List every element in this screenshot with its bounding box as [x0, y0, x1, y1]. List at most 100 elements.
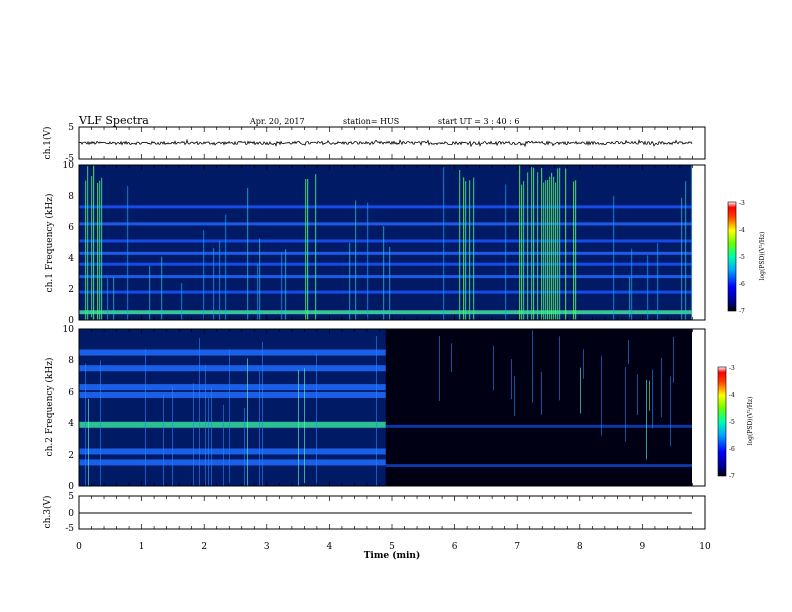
ch1-burst: [547, 179, 549, 320]
ch2-burst: [208, 397, 209, 486]
ch2-burst: [514, 375, 515, 416]
ch2-burst: [298, 370, 299, 486]
ch2-cb-tick-neg4: -4: [729, 392, 735, 399]
ch1-burst: [383, 226, 385, 320]
ch1-burst: [257, 263, 259, 320]
ch2-burst: [163, 394, 164, 486]
ch2-burst: [88, 398, 89, 486]
ch1-burst: [443, 167, 445, 320]
ch2-ytick-2: 2: [68, 451, 74, 461]
ch1-burst: [93, 165, 95, 320]
ch1-burst: [203, 230, 205, 320]
ch1-burst: [315, 174, 317, 320]
ch1-burst: [553, 176, 555, 320]
ch1-burst: [691, 165, 693, 320]
ch2-burst: [229, 349, 230, 486]
ch1-cb-tick-neg5: -5: [739, 254, 745, 261]
ch1-ytick-4: 4: [68, 254, 74, 264]
ch1-burst: [259, 238, 261, 320]
ch2-burst: [673, 336, 674, 383]
ch1-burst: [465, 180, 467, 320]
ch1-spectrogram-background: [79, 165, 692, 320]
ch2-burst: [511, 359, 512, 400]
ch2-burst: [541, 372, 542, 415]
ch1-cb-tick-neg4: -4: [739, 227, 745, 234]
ch1-burst: [559, 167, 561, 320]
ch1-ytick-0: 0: [68, 316, 74, 326]
ch3-ytick-neg5: -5: [65, 524, 74, 534]
ch1-burst: [305, 178, 307, 320]
ch1-burst: [543, 182, 545, 320]
ch1-burst: [281, 252, 283, 320]
ch1-burst: [99, 180, 101, 320]
ch1-burst: [113, 277, 115, 320]
ch1-burst: [285, 249, 287, 320]
ch2-burst: [316, 352, 317, 486]
ch2-burst: [601, 355, 602, 436]
figure-title: VLF Spectra: [78, 114, 149, 127]
ch1-band-2: [79, 275, 692, 279]
ch2-colorbar-label: log(PSD)(V²/Hz): [747, 397, 754, 446]
ch1-spectrogram-panel: 10 8 6 4 2 0 ch.1 Frequency (kHz): [44, 161, 706, 326]
ch2-ytick-10: 10: [63, 325, 75, 335]
ch1-burst: [161, 256, 163, 320]
ch1-burst: [657, 243, 659, 320]
ch2-burst: [262, 341, 263, 486]
ch2-cb-tick-neg7: -7: [729, 473, 735, 480]
ch1-burst: [631, 248, 633, 320]
ch2-spectrogram-image: [79, 329, 692, 486]
ch1-burst: [107, 278, 109, 320]
ch2-burst: [652, 369, 653, 429]
ch1-burst: [225, 214, 227, 320]
ch1-ytick-bottom: -5: [65, 154, 74, 164]
ch1-burst: [505, 184, 507, 320]
xtick-label-6: 6: [452, 542, 458, 552]
ch1-burst: [91, 175, 93, 320]
ch2-burst: [205, 364, 206, 486]
ch1-band-5: [79, 239, 692, 243]
ch2-cb-tick-neg3: -3: [729, 365, 735, 372]
ch1-burst: [97, 182, 99, 320]
ch2-burst: [244, 407, 245, 486]
station-label: station= HUS: [343, 117, 399, 126]
ch2-burst: [625, 366, 626, 442]
ch2-burst: [580, 367, 581, 414]
xtick-label-1: 1: [139, 542, 145, 552]
ch1-burst: [523, 181, 525, 320]
ch1-burst: [551, 172, 553, 320]
ch2-spectrogram-panel: 10 8 6 4 2 0 ch.2 Frequency (kHz): [44, 325, 706, 492]
ch1-band-6: [79, 222, 692, 226]
ch1-band-1: [79, 290, 692, 294]
ch1-ytick-8: 8: [68, 192, 74, 202]
ch2-quiet-region: [385, 329, 692, 486]
ch3-ytick-0: 0: [68, 509, 74, 519]
ch1-spectrogram-ylabel: ch.1 Frequency (kHz): [44, 194, 55, 293]
ch1-burst: [181, 283, 183, 320]
ch1-burst: [519, 165, 521, 320]
xtick-label-2: 2: [201, 542, 207, 552]
ch1-burst: [541, 167, 543, 320]
ch2-cb-tick-neg5: -5: [729, 419, 735, 426]
ch1-burst: [463, 177, 465, 320]
ch3-ytick-5: 5: [68, 492, 74, 502]
ch1-colorbar: -3 -4 -5 -6 -7 log(PSD)(V²/Hz): [727, 200, 766, 315]
ch2-ytick-8: 8: [68, 356, 74, 366]
ch1-burst: [127, 186, 129, 320]
ch1-burst: [557, 168, 559, 320]
time-axis-labels: 0 1 2 3 4 5 6 7 8 9 10: [76, 542, 711, 552]
start-time-label: start UT = 3 : 40 : 6: [438, 117, 519, 126]
ch1-waveform-frame: [78, 126, 706, 160]
ch2-burst: [451, 343, 452, 372]
ch2-burst: [376, 336, 377, 486]
ch1-spectrogram-image: [79, 165, 693, 320]
ch1-ytick-6: 6: [68, 223, 74, 233]
ch1-burst: [247, 187, 249, 320]
ch1-burst: [349, 242, 351, 320]
ch2-burst: [583, 349, 584, 379]
ch1-burst: [101, 177, 103, 320]
ch2-burst: [559, 336, 560, 401]
time-axis-label: Time (min): [364, 550, 421, 561]
ch2-colorbar-gradient: [717, 366, 727, 477]
ch3-waveform-ylabel: ch.3(V): [42, 496, 53, 529]
